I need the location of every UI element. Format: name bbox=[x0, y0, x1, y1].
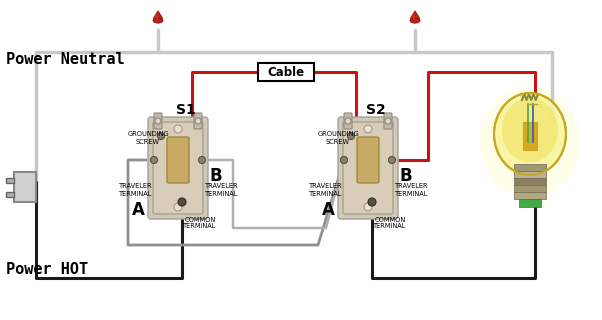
Text: B: B bbox=[400, 167, 412, 185]
Ellipse shape bbox=[480, 87, 580, 197]
Circle shape bbox=[174, 203, 182, 211]
Text: TRAVELER
TERMINAL: TRAVELER TERMINAL bbox=[309, 183, 343, 196]
Bar bbox=[514, 178, 546, 185]
Text: GROUNDING
SCREW: GROUNDING SCREW bbox=[127, 132, 169, 145]
Bar bbox=[514, 185, 546, 192]
FancyBboxPatch shape bbox=[343, 122, 393, 214]
Text: A: A bbox=[132, 201, 144, 219]
Circle shape bbox=[388, 156, 396, 164]
FancyBboxPatch shape bbox=[357, 137, 379, 183]
Text: B: B bbox=[209, 167, 222, 185]
Text: S2: S2 bbox=[366, 103, 386, 117]
Ellipse shape bbox=[410, 18, 420, 23]
Text: Cable: Cable bbox=[267, 66, 305, 78]
Circle shape bbox=[174, 125, 182, 133]
Circle shape bbox=[195, 118, 201, 124]
Ellipse shape bbox=[494, 93, 566, 175]
Text: Power Neutral: Power Neutral bbox=[6, 52, 125, 68]
Bar bbox=[523, 122, 537, 150]
Circle shape bbox=[368, 198, 376, 206]
FancyBboxPatch shape bbox=[194, 113, 202, 129]
Text: TRAVELER
TERMINAL: TRAVELER TERMINAL bbox=[119, 183, 153, 196]
Text: A: A bbox=[321, 201, 335, 219]
Bar bbox=[258, 63, 314, 81]
Circle shape bbox=[178, 198, 186, 206]
Circle shape bbox=[345, 118, 351, 124]
Text: TRAVELER
TERMINAL: TRAVELER TERMINAL bbox=[395, 183, 429, 196]
Text: COMMON
TERMINAL: COMMON TERMINAL bbox=[373, 217, 407, 229]
Circle shape bbox=[347, 132, 355, 140]
Bar bbox=[514, 164, 546, 171]
FancyBboxPatch shape bbox=[148, 117, 208, 219]
Bar bbox=[6, 192, 14, 197]
Ellipse shape bbox=[153, 18, 163, 23]
Text: COMMON
TERMINAL: COMMON TERMINAL bbox=[184, 217, 217, 229]
Bar bbox=[514, 171, 546, 178]
FancyBboxPatch shape bbox=[167, 137, 189, 183]
Circle shape bbox=[150, 156, 158, 164]
Ellipse shape bbox=[502, 98, 558, 163]
FancyBboxPatch shape bbox=[384, 113, 392, 129]
Circle shape bbox=[385, 118, 391, 124]
Bar bbox=[6, 178, 14, 183]
FancyBboxPatch shape bbox=[344, 113, 352, 129]
FancyBboxPatch shape bbox=[154, 113, 162, 129]
Bar bbox=[519, 199, 541, 207]
FancyBboxPatch shape bbox=[338, 117, 398, 219]
Text: TRAVELER
TERMINAL: TRAVELER TERMINAL bbox=[205, 183, 239, 196]
Text: Power HOT: Power HOT bbox=[6, 262, 88, 277]
Circle shape bbox=[155, 118, 161, 124]
Text: GROUNDING
SCREW: GROUNDING SCREW bbox=[317, 132, 359, 145]
Polygon shape bbox=[153, 11, 163, 21]
Circle shape bbox=[364, 125, 372, 133]
Circle shape bbox=[364, 203, 372, 211]
Bar bbox=[514, 192, 546, 199]
Polygon shape bbox=[410, 11, 420, 21]
Text: S1: S1 bbox=[176, 103, 196, 117]
Circle shape bbox=[199, 156, 205, 164]
Bar bbox=[14, 172, 36, 202]
FancyBboxPatch shape bbox=[153, 122, 203, 214]
Circle shape bbox=[158, 132, 164, 140]
Circle shape bbox=[341, 156, 347, 164]
